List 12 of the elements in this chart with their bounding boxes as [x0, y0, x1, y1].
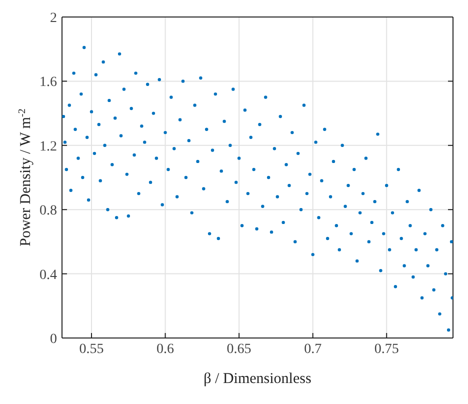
- y-tick-label: 1.2: [40, 139, 57, 154]
- y-tick-label: 2: [50, 10, 57, 26]
- x-tick-label: 0.75: [374, 342, 399, 357]
- x-tick-label: 0.65: [226, 342, 252, 357]
- x-axis-title: β / Dimensionless: [204, 371, 312, 387]
- y-tick-label: 0.8: [40, 204, 57, 219]
- y-tick-label: 0: [50, 332, 57, 347]
- x-tick-label: 0.55: [79, 342, 104, 357]
- y-tick-label: 0.4: [40, 268, 57, 283]
- y-tick-label: 1.6: [40, 75, 57, 90]
- x-tick-label: 0.7: [304, 342, 322, 357]
- x-tick-label: 0.6: [156, 342, 174, 357]
